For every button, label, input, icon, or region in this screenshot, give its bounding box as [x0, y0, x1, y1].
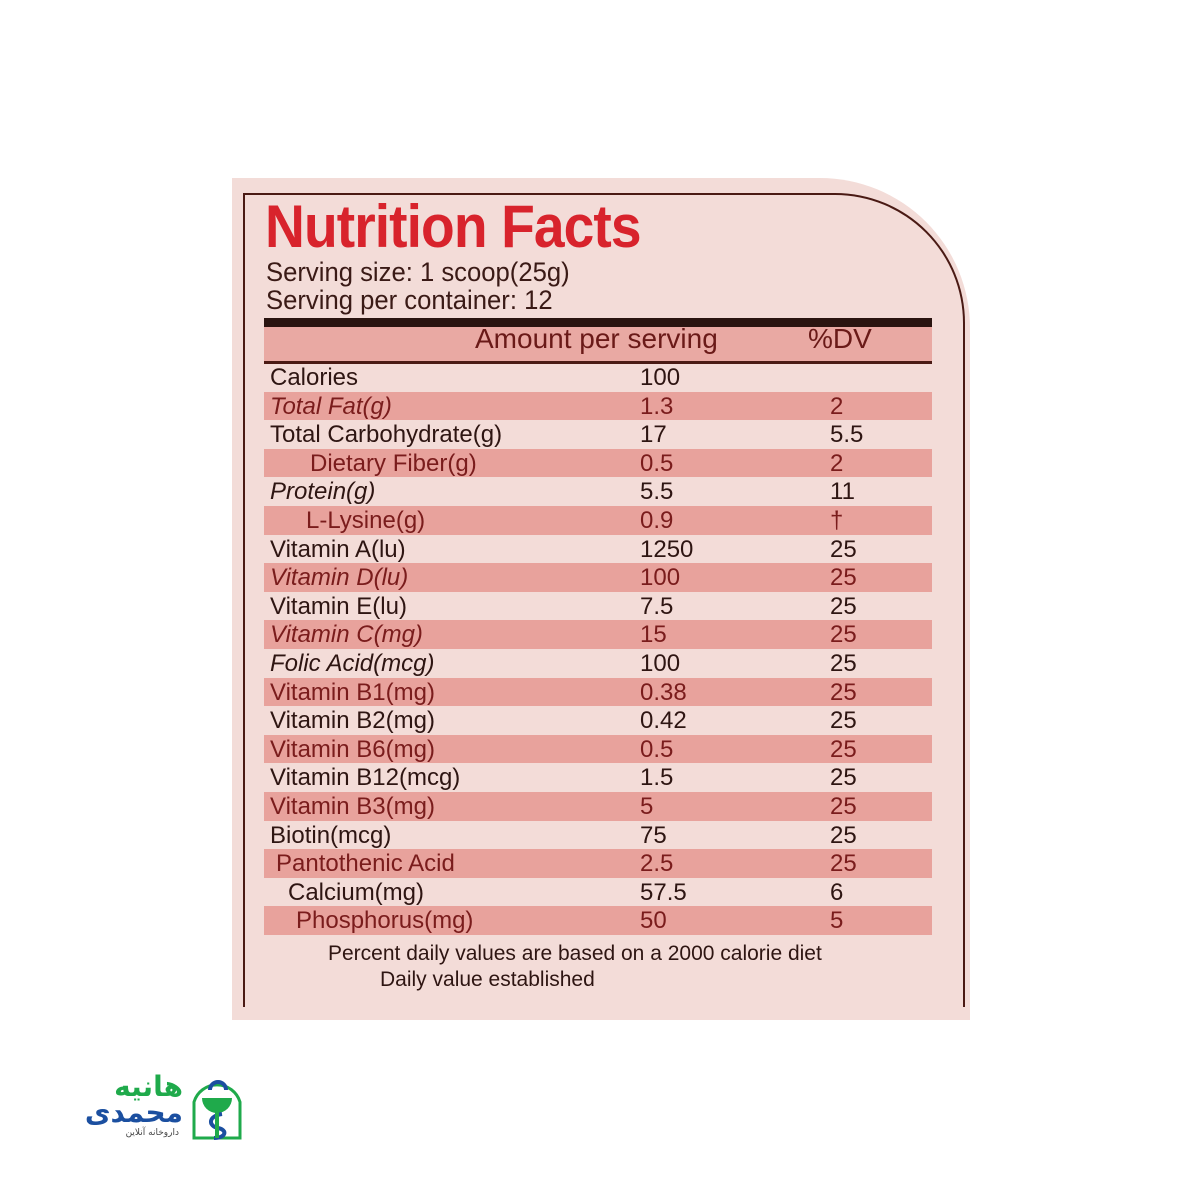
nutrient-dv: 5.5	[830, 421, 864, 449]
nutrient-row: Folic Acid(mcg) 100 25	[264, 649, 932, 678]
nutrient-row: Vitamin B3(mg) 5 25	[264, 791, 932, 821]
nutrient-name: Total Fat(g)	[270, 392, 392, 420]
nutrient-table: Calories 100 Total Fat(g) 1.3 2 Total Carbohy…	[264, 363, 932, 935]
nutrient-name: Pantothenic Acid	[276, 850, 455, 878]
nutrient-amount: 100	[640, 364, 681, 391]
nutrient-row: Pantothenic Acid 2.5 25	[264, 849, 932, 878]
logo-tagline: داروخانه آنلاین	[125, 1128, 179, 1138]
nutrient-row: Total Carbohydrate(g) 17 5.5	[264, 420, 932, 449]
nutrient-row: Phosphorus(mg) 50 5	[264, 906, 932, 935]
nutrient-row: Vitamin A(lu) 1250 25	[264, 535, 932, 564]
nutrient-dv: 25	[830, 792, 857, 820]
nutrient-row: Protein(g) 5.5 11	[264, 477, 932, 506]
nutrient-amount: 1250	[640, 535, 694, 563]
nutrient-amount: 1.5	[640, 764, 674, 792]
nutrient-dv: 25	[830, 621, 857, 649]
nutrient-name: Vitamin E(lu)	[270, 592, 407, 620]
nutrient-amount: 0.42	[640, 707, 687, 735]
nutrient-amount: 1.3	[640, 392, 674, 420]
nutrient-name: Protein(g)	[270, 478, 376, 506]
header-amount: Amount per serving	[475, 323, 718, 354]
nutrient-dv: 25	[830, 535, 857, 563]
nutrient-dv: 25	[830, 592, 857, 620]
nutrient-row: Calcium(mg) 57.5 6	[264, 878, 932, 907]
nutrient-dv: 25	[830, 735, 857, 763]
logo-emblem-icon	[192, 1080, 242, 1140]
nutrient-amount: 5	[640, 792, 654, 820]
nutrient-name: Calories	[270, 364, 359, 391]
nutrient-row: Dietary Fiber(g) 0.5 2	[264, 448, 932, 478]
nutrient-row: L-Lysine(g) 0.9 †	[264, 505, 932, 535]
nutrient-dv: 25	[830, 707, 857, 735]
pharmacy-logo: هانیه محمدی داروخانه آنلاین	[58, 1070, 243, 1142]
nutrient-dv: 25	[830, 850, 857, 878]
nutrient-dv: 25	[830, 649, 857, 677]
nutrient-dv: 5	[830, 907, 844, 935]
nutrient-amount: 2.5	[640, 850, 674, 878]
nutrient-amount: 17	[640, 421, 667, 449]
nutrient-amount: 57.5	[640, 878, 687, 906]
serving-size: Serving size: 1 scoop(25g)	[266, 257, 570, 287]
nutrient-dv: 2	[830, 392, 844, 420]
nutrient-dv: 25	[830, 564, 857, 592]
nutrient-name: Dietary Fiber(g)	[310, 449, 477, 477]
nutrient-name: Total Carbohydrate(g)	[270, 421, 503, 449]
nutrient-row: Biotin(mcg) 75 25	[264, 821, 932, 850]
nutrient-amount: 50	[640, 907, 667, 935]
footnote-percent: Percent daily values are based on a 2000…	[328, 942, 822, 965]
nutrient-dv: 25	[830, 678, 857, 706]
table-header: Amount per serving %DV	[264, 323, 932, 364]
nutrient-row: Vitamin C(mg) 15 25	[264, 620, 932, 649]
logo-name-line1: هانیه	[114, 1070, 183, 1103]
nutrient-dv: 25	[830, 821, 857, 849]
nutrient-name: Vitamin D(lu)	[270, 564, 409, 592]
nutrient-dv: †	[830, 506, 844, 534]
nutrient-amount: 15	[640, 621, 667, 649]
nutrient-name: Vitamin C(mg)	[270, 621, 423, 649]
nutrient-row: Vitamin B6(mg) 0.5 25	[264, 734, 932, 764]
nutrient-row: Vitamin B12(mcg) 1.5 25	[264, 763, 932, 792]
nutrient-name: Vitamin B6(mg)	[270, 735, 435, 763]
nutrient-name: Folic Acid(mcg)	[270, 649, 435, 677]
nutrient-dv: 2	[830, 449, 844, 477]
nutrient-name: Biotin(mcg)	[270, 821, 392, 849]
nutrient-amount: 100	[640, 649, 681, 677]
logo-name-line2: محمدی	[84, 1096, 183, 1129]
divider-bar	[264, 318, 932, 327]
nutrient-name: Vitamin B12(mcg)	[270, 764, 461, 792]
nutrient-dv: 6	[830, 878, 844, 906]
label-title: Nutrition Facts	[265, 193, 642, 260]
nutrient-amount: 75	[640, 821, 667, 849]
nutrient-row: Vitamin B1(mg) 0.38 25	[264, 677, 932, 707]
nutrient-amount: 0.9	[640, 506, 674, 534]
nutrient-name: Vitamin B3(mg)	[270, 792, 435, 820]
nutrient-name: Calcium(mg)	[288, 878, 425, 906]
servings-per-container: Serving per container: 12	[266, 285, 553, 315]
header-dv: %DV	[808, 323, 872, 354]
nutrient-row: Vitamin D(lu) 100 25	[264, 563, 932, 592]
nutrient-name: Vitamin B2(mg)	[270, 707, 435, 735]
nutrient-name: Phosphorus(mg)	[296, 907, 474, 935]
nutrient-amount: 5.5	[640, 478, 674, 506]
nutrient-dv: 25	[830, 764, 857, 792]
nutrient-amount: 0.5	[640, 449, 674, 477]
nutrient-name: Vitamin B1(mg)	[270, 678, 435, 706]
nutrient-name: Vitamin A(lu)	[270, 535, 406, 563]
nutrient-row: Vitamin B2(mg) 0.42 25	[264, 706, 932, 735]
nutrient-name: L-Lysine(g)	[306, 506, 426, 534]
nutrient-amount: 0.5	[640, 735, 674, 763]
nutrient-amount: 0.38	[640, 678, 687, 706]
nutrient-dv: 11	[830, 478, 855, 506]
nutrient-amount: 100	[640, 564, 681, 592]
label-border	[243, 193, 965, 1007]
footnote-daily-value: Daily value established	[380, 968, 595, 991]
nutrient-row: Calories 100	[264, 363, 932, 392]
nutrient-row: Vitamin E(lu) 7.5 25	[264, 592, 932, 621]
nutrient-amount: 7.5	[640, 592, 674, 620]
nutrient-row: Total Fat(g) 1.3 2	[264, 391, 932, 421]
